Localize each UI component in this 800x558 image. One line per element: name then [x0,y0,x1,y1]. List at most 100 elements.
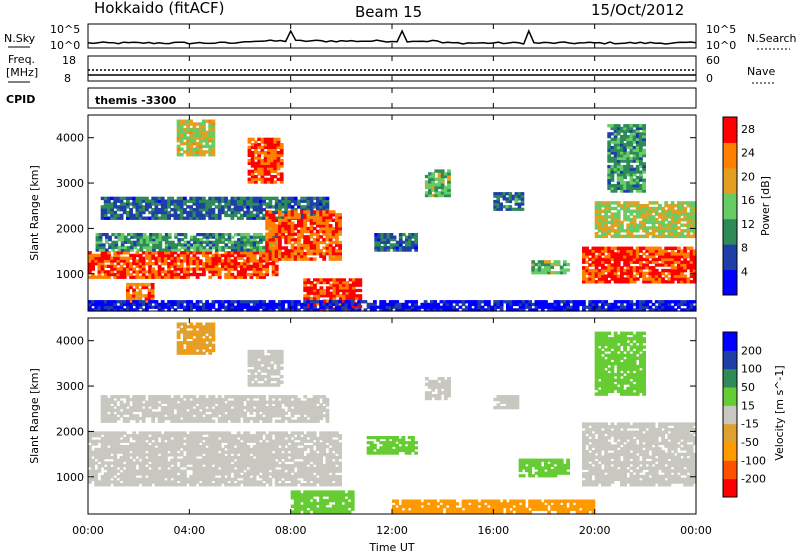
heatmap-cell [174,243,178,246]
heatmap-cell [267,138,271,141]
heatmap-cell [127,233,131,236]
nsearch-tick-top: 10^5 [706,23,736,36]
heatmap-cell [190,236,194,239]
heatmap-cell [277,138,281,141]
heatmap-cell [447,169,451,172]
heatmap-cell [254,175,258,178]
date-title: 15/Oct/2012 [591,1,684,19]
heatmap-cell [393,236,397,239]
power-colorbar-swatch [723,244,737,270]
heatmap-cell [133,241,137,244]
heatmap-cell [151,283,155,286]
heatmap-cell [237,233,241,236]
power-colorbar-swatch [723,168,737,194]
freq-label: Freq. [8,53,35,66]
heatmap-cell [209,241,213,244]
heatmap-cell [162,249,166,252]
heatmap-cell [515,192,519,195]
heatmap-cell [225,243,229,246]
heatmap-cell [259,246,263,249]
heatmap-cell [326,205,330,208]
heatmap-cell [338,213,342,216]
heatmap-cell [267,178,271,181]
nsearch-label: N.Search [747,32,797,45]
beam-title: Beam 15 [355,3,422,21]
power-colorbar-swatch [723,193,737,219]
heatmap-cell [642,179,646,182]
heatmap-cell [313,257,317,260]
power-ytick-label: 1000 [56,268,84,281]
power-colorbar-tick: 24 [741,147,755,160]
heatmap-cell [339,294,343,297]
heatmap-cell [493,200,497,203]
heatmap-cell [358,294,362,297]
heatmap-cell [307,210,311,213]
heatmap-cell [212,120,216,123]
power-colorbar-swatch [723,270,737,296]
heatmap-cell [105,233,109,236]
heatmap-cell [499,203,503,206]
heatmap-cell [152,233,156,236]
power-colorbar-tick: 20 [741,170,755,183]
heatmap-cell [303,278,307,281]
heatmap-cell [339,278,343,281]
power-colorbar-swatch [723,117,737,143]
freq-tick-bottom: 8 [64,72,71,85]
cpid-label: CPID [6,93,35,106]
heatmap-cell [225,238,229,241]
heatmap-cell [414,233,418,236]
nsky-series-line [88,31,696,44]
heatmap-cell [118,233,122,236]
heatmap-cell [345,281,349,284]
heatmap-cell [414,300,418,303]
power-heatmap-cells [88,120,697,312]
power-colorbar-swatch [723,142,737,168]
heatmap-cell [521,208,525,211]
heatmap-cell [174,233,178,236]
heatmap-cell [329,284,333,287]
heatmap-cell [181,238,185,241]
heatmap-cell [231,241,235,244]
heatmap-cell [566,263,570,266]
heatmap-cell [313,278,317,281]
power-ytick-label: 3000 [56,177,84,190]
heatmap-cell [280,159,284,162]
heatmap-cell [253,233,257,236]
heatmap-cell [521,192,525,195]
heatmap-cell [133,233,137,236]
heatmap-cell [582,300,586,303]
heatmap-cell [329,292,333,295]
heatmap-cell [237,238,241,241]
power-ytick-label: 4000 [56,132,84,145]
nsearch-tick-bottom: 10^0 [706,39,736,52]
heatmap-cell [254,162,258,165]
power-colorbar-swatch [723,219,737,245]
heatmap-cell [515,208,519,211]
heatmap-cell [355,289,359,292]
heatmap-cell [358,278,362,281]
heatmap-cell [181,233,185,236]
heatmap-cell [358,289,362,292]
heatmap-cell [566,268,570,271]
nsky-label: N.Sky [4,32,36,45]
heatmap-cell [120,214,124,217]
heatmap-cell [209,233,213,236]
heatmap-cell [487,300,491,303]
heatmap-cell [338,241,342,244]
heatmap-cell [105,249,109,252]
nsky-tick-top: 10^5 [50,23,80,36]
heatmap-cell [280,172,284,175]
freq-unit-label: [MHz] [6,66,38,79]
cpid-value: themis -3300 [95,94,177,107]
heatmap-cell [168,241,172,244]
heatmap-cell [509,205,513,208]
power-colorbar-label: Power [dB] [759,176,772,236]
power-colorbar-tick: 12 [741,218,755,231]
heatmap-cell [111,233,115,236]
heatmap-cell [272,213,276,216]
heatmap-cell [320,286,324,289]
heatmap-cell [162,236,166,239]
